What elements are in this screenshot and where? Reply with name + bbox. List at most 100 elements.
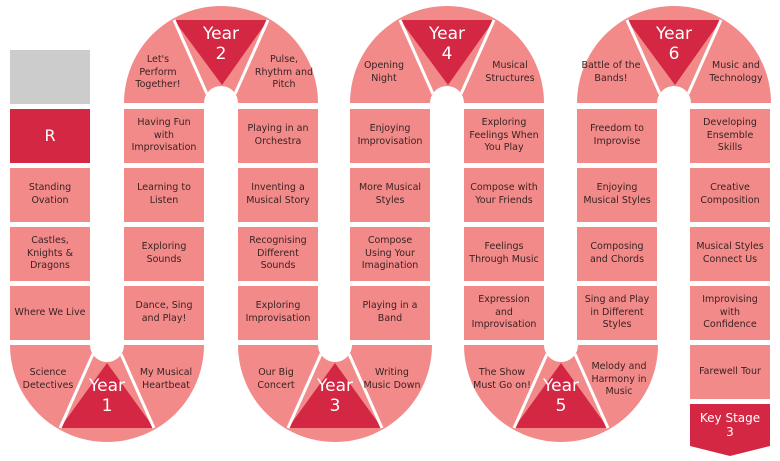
join-bottom-3-4-separator-1 [286, 353, 323, 429]
col4-cell-5: Playing in a Band [362, 300, 418, 324]
col7-cell-3-bg [690, 168, 770, 222]
col6-cell-5-bg [577, 286, 657, 340]
col2-cell-3-bg [124, 168, 204, 222]
col4-cell-1: Opening Night [363, 60, 405, 84]
col5-cell-4-bg [464, 227, 544, 281]
col4-cell-2-bg [350, 109, 430, 163]
col1-cell-1 [10, 50, 90, 104]
join-bottom-3-4-separator-2 [347, 353, 384, 429]
col5-cell-2-bg [464, 109, 544, 163]
col4-cell-4: Compose Using Your Imagination [361, 234, 419, 272]
col5-cell-4: Feelings Through Music [469, 241, 539, 265]
col7-cell-1: Music and Technology [709, 60, 763, 84]
col2-cell-3: Learning to Listen [137, 182, 191, 206]
col4-cell-5-bg [350, 286, 430, 340]
col4-cell-2: Enjoying Improvisation [357, 123, 423, 147]
col6-cell-3: Enjoying Musical Styles [583, 182, 651, 206]
year-1-label: Year 1 [67, 376, 147, 417]
col1-cell-3-bg [10, 168, 90, 222]
col6-cell-4: Composing and Chords [589, 241, 645, 265]
year-3-label-number: 3 [329, 396, 341, 417]
col1-cell-5-bg [10, 286, 90, 340]
col2-cell-5: Dance, Sing and Play! [135, 300, 193, 324]
col5-cell-1: Musical Structures [485, 60, 535, 84]
join-top-4-5-separator-1 [398, 19, 435, 95]
year-4-label-word: Year [429, 24, 465, 44]
col4-cell-3: More Musical Styles [358, 182, 422, 206]
year-1-label-word: Year [89, 376, 125, 396]
col5-cell-5-bg [464, 286, 544, 340]
col5-cell-5: Expression and Improvisation [471, 293, 537, 331]
join-top-6-7-separator-2 [686, 19, 723, 95]
col7-cell-3: Creative Composition [700, 182, 760, 206]
join-bottom-5-6-wedge [514, 363, 608, 428]
year-4-label-number: 4 [441, 44, 453, 65]
col1-cell-5: Where We Live [14, 306, 86, 318]
col2-cell-2-bg [124, 109, 204, 163]
col3-cell-2: Playing in an Orchestra [247, 123, 309, 147]
join-bottom-1-2-wedge [60, 363, 154, 428]
col1-cell-6: Science Detectives [22, 367, 74, 391]
col5-cell-6: The Show Must Go on! [473, 367, 531, 391]
col1-cell-3: Standing Ovation [28, 182, 72, 206]
col7-cell-6-bg [690, 345, 770, 399]
col5-cell-3: Compose with Your Friends [470, 182, 538, 206]
col2-cell-4-bg [124, 227, 204, 281]
join-top-6-7-wedge [627, 20, 721, 85]
key-stage-banner-bg [690, 404, 770, 456]
col7-cell-2-bg [690, 109, 770, 163]
col7-cell-5-bg [690, 286, 770, 340]
col4-cell-4-bg [350, 227, 430, 281]
col7-cell-6: Farewell Tour [699, 365, 761, 377]
col3-cell-2-bg [238, 109, 318, 163]
col3-cell-6: Our Big Concert [257, 367, 295, 391]
col5-cell-3-bg [464, 168, 544, 222]
join-top-2-3-separator-2 [233, 19, 270, 95]
col3-cell-5-bg [238, 286, 318, 340]
year-5-label-number: 5 [555, 396, 567, 417]
year-3-label: Year 3 [295, 376, 375, 417]
col4-cell-6: Writing Music Down [363, 367, 421, 391]
col7-cell-4-bg [690, 227, 770, 281]
year-4-label: Year 4 [407, 24, 487, 65]
key-stage-number: 3 [726, 425, 734, 440]
join-top-2-3-separator-1 [172, 19, 209, 95]
col2-cell-5-bg [124, 286, 204, 340]
col1-cell-2-bg [10, 109, 90, 163]
col1-cell-1-bg [10, 50, 90, 104]
col3-cell-4: Recognising Different Sounds [249, 234, 307, 272]
col7-cell-4: Musical Styles Connect Us [696, 241, 764, 265]
col6-cell-1: Battle of the Bands! [581, 60, 641, 84]
col6-cell-4-bg [577, 227, 657, 281]
col2-cell-4: Exploring Sounds [141, 241, 187, 265]
join-top-4-5-wedge [400, 20, 494, 85]
col7-cell-2: Developing Ensemble Skills [703, 116, 757, 154]
col6-cell-2-bg [577, 109, 657, 163]
col3-cell-3-bg [238, 168, 318, 222]
year-3-label-word: Year [317, 376, 353, 396]
col6-cell-5: Sing and Play in Different Styles [584, 293, 650, 331]
join-top-6-7-separator-1 [625, 19, 662, 95]
col7-cell-5: Improvising with Confidence [702, 293, 758, 331]
col6-cell-2: Freedom to Improvise [590, 123, 644, 147]
year-6-label-word: Year [656, 24, 692, 44]
join-bottom-5-6-separator-2 [573, 353, 610, 429]
col1-cell-4-bg [10, 227, 90, 281]
year-6-label-number: 6 [668, 44, 680, 65]
col1-cell-4: Castles, Knights & Dragons [26, 234, 74, 272]
join-bottom-3-4-wedge [288, 363, 382, 428]
join-bottom-5-6-separator-1 [512, 353, 549, 429]
year-2-label-word: Year [203, 24, 239, 44]
year-2-label: Year 2 [181, 24, 261, 65]
col3-cell-1: Pulse, Rhythm and Pitch [254, 53, 314, 91]
year-5-label-word: Year [543, 376, 579, 396]
key-stage-label: Key Stage [699, 411, 761, 425]
join-bottom-1-2-separator-1 [58, 353, 95, 429]
col5-cell-2: Exploring Feelings When You Play [469, 116, 539, 154]
year-1-label-number: 1 [101, 396, 113, 417]
col6-cell-3-bg [577, 168, 657, 222]
col1-cell-2: R [44, 126, 56, 146]
join-top-4-5-separator-2 [459, 19, 496, 95]
